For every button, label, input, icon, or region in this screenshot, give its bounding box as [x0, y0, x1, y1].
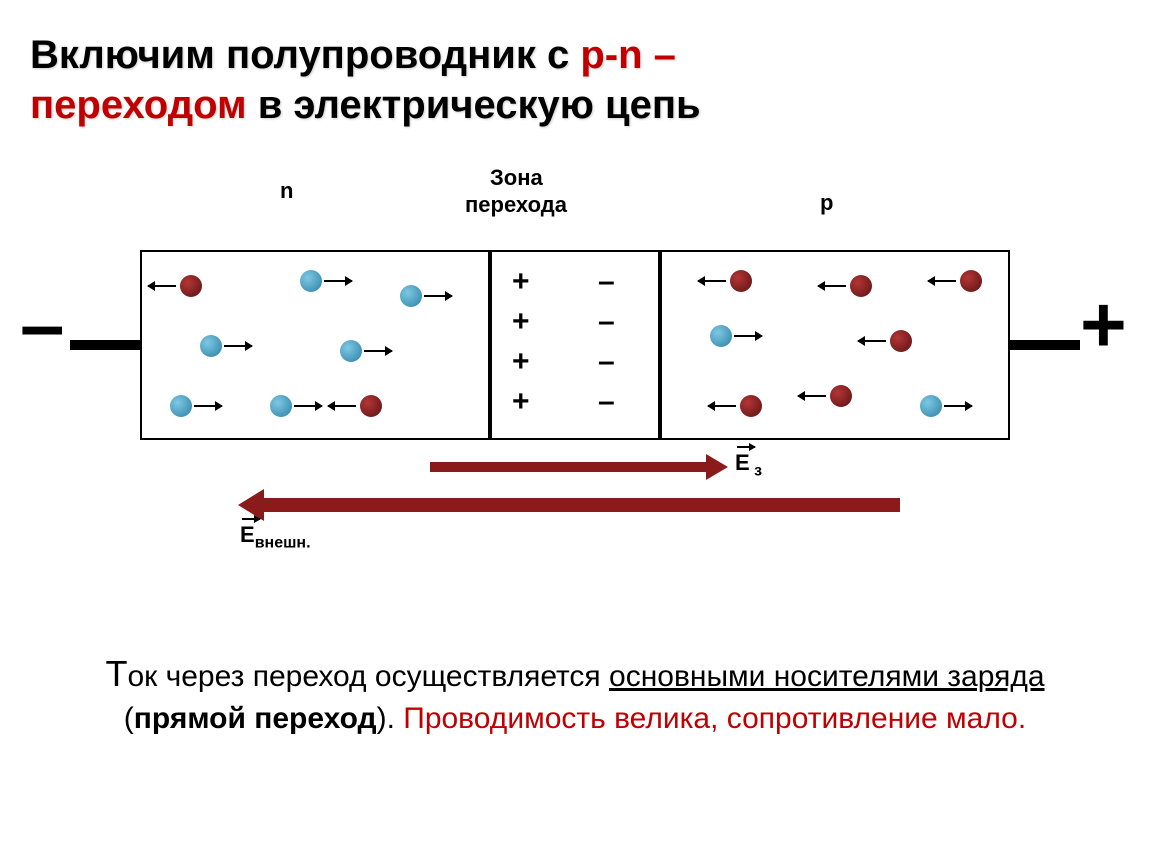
hole-carrier	[890, 330, 912, 352]
electron-carrier	[710, 325, 732, 347]
carrier-motion-arrow	[328, 405, 356, 407]
carrier-motion-arrow	[928, 280, 956, 282]
zone-minus-mark: –	[598, 305, 615, 339]
positive-terminal-sign: +	[1080, 285, 1127, 365]
field-e-ext-arrow	[260, 498, 900, 512]
negative-terminal-sign: –	[20, 285, 65, 365]
carrier-motion-arrow	[324, 280, 352, 282]
wire-right	[1008, 340, 1080, 350]
electron-carrier	[920, 395, 942, 417]
body-t1: ок через переход осуществляется	[127, 660, 609, 693]
slide-title: Включим полупроводник с p-n – переходом …	[30, 30, 701, 130]
title-part3: переходом	[30, 83, 247, 127]
zone-minus-mark: –	[598, 385, 615, 419]
title-part1: Включим полупроводник с	[30, 33, 580, 77]
label-zone-line2: перехода	[465, 192, 567, 218]
hole-carrier	[830, 385, 852, 407]
body-paragraph: Ток через переход осуществляется основны…	[60, 650, 1090, 739]
carrier-motion-arrow	[224, 345, 252, 347]
body-t4-bold: прямой переход	[134, 702, 377, 735]
label-zone-line1: Зона	[490, 165, 543, 191]
hole-carrier	[740, 395, 762, 417]
hole-carrier	[730, 270, 752, 292]
label-p-region: p	[820, 190, 833, 216]
carrier-motion-arrow	[858, 340, 886, 342]
e-ext-label: Евнешн.	[240, 522, 311, 552]
carrier-motion-arrow	[708, 405, 736, 407]
hole-carrier	[180, 275, 202, 297]
carrier-motion-arrow	[798, 395, 826, 397]
body-t2-underline: основными носителями заряда	[609, 660, 1045, 693]
e-z-E: Е	[735, 450, 750, 475]
wire-left	[70, 340, 142, 350]
electron-carrier	[300, 270, 322, 292]
carrier-motion-arrow	[818, 285, 846, 287]
e-ext-sub: внешн.	[255, 534, 311, 551]
electron-carrier	[340, 340, 362, 362]
electron-carrier	[200, 335, 222, 357]
zone-plus-mark: +	[512, 305, 530, 339]
label-n-region: n	[280, 178, 293, 204]
field-ez-arrow	[430, 462, 710, 472]
carrier-motion-arrow	[294, 405, 322, 407]
carrier-motion-arrow	[734, 335, 762, 337]
e-ext-E: Е	[240, 522, 255, 547]
zone-minus-mark: –	[598, 265, 615, 299]
e-ext-vector-mark	[242, 518, 260, 520]
carrier-motion-arrow	[194, 405, 222, 407]
zone-plus-mark: +	[512, 385, 530, 419]
electron-carrier	[270, 395, 292, 417]
body-t6-red: Проводимость велика, сопротивление мало.	[403, 702, 1026, 735]
hole-carrier	[960, 270, 982, 292]
e-z-sub: з	[750, 462, 762, 479]
body-t3: (	[124, 702, 134, 735]
e-z-vector-mark	[737, 446, 755, 448]
electron-carrier	[170, 395, 192, 417]
carrier-motion-arrow	[424, 295, 452, 297]
pn-junction-diagram: – + ++++–––– Евнешн. Е з	[40, 230, 1110, 540]
p-region-box	[660, 250, 1010, 440]
body-t5: ).	[377, 702, 404, 735]
title-part2: p-n –	[580, 33, 676, 77]
zone-minus-mark: –	[598, 345, 615, 379]
hole-carrier	[360, 395, 382, 417]
body-cap: Т	[105, 653, 127, 694]
e-z-label: Е з	[735, 450, 762, 480]
title-part4: в электрическую цепь	[247, 83, 701, 127]
zone-plus-mark: +	[512, 265, 530, 299]
carrier-motion-arrow	[364, 350, 392, 352]
hole-carrier	[850, 275, 872, 297]
carrier-motion-arrow	[698, 280, 726, 282]
carrier-motion-arrow	[944, 405, 972, 407]
electron-carrier	[400, 285, 422, 307]
carrier-motion-arrow	[148, 285, 176, 287]
zone-plus-mark: +	[512, 345, 530, 379]
